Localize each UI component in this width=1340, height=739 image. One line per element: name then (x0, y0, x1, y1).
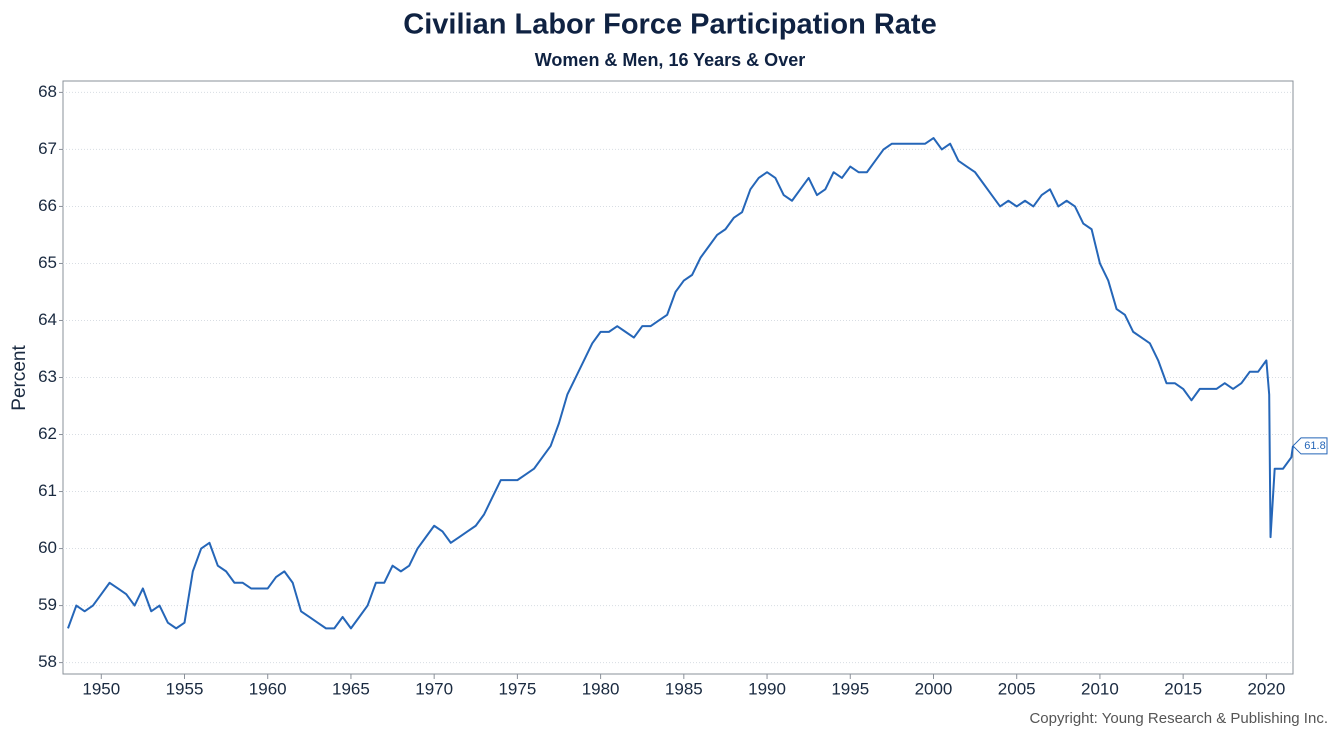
y-tick-label: 68 (38, 82, 57, 101)
x-tick-label: 1955 (166, 679, 204, 698)
x-tick-label: 1990 (748, 679, 786, 698)
copyright: Copyright: Young Research & Publishing I… (1029, 710, 1328, 727)
x-tick-label: 2010 (1081, 679, 1119, 698)
end-label: 61.8 (1304, 440, 1325, 452)
chart-subtitle: Women & Men, 16 Years & Over (535, 50, 805, 70)
x-tick-label: 2020 (1247, 679, 1285, 698)
y-tick-label: 62 (38, 424, 57, 443)
y-tick-label: 64 (38, 310, 57, 329)
data-line (67, 137, 1294, 630)
y-tick-label: 61 (38, 481, 57, 500)
x-tick-label: 1960 (249, 679, 287, 698)
x-tick-label: 1995 (831, 679, 869, 698)
y-tick-label: 63 (38, 367, 57, 386)
chart-title: Civilian Labor Force Participation Rate (403, 9, 936, 41)
x-tick-label: 2000 (915, 679, 953, 698)
y-tick-label: 60 (38, 538, 57, 557)
y-tick-label: 67 (38, 139, 57, 158)
x-tick-label: 1950 (82, 679, 120, 698)
x-tick-label: 1965 (332, 679, 370, 698)
y-tick-label: 65 (38, 253, 57, 272)
x-tick-label: 1980 (582, 679, 620, 698)
x-tick-label: 2005 (998, 679, 1036, 698)
x-tick-label: 1970 (415, 679, 453, 698)
end-label-box (1292, 437, 1328, 455)
y-tick-label: 58 (38, 652, 57, 671)
y-tick-label: 59 (38, 595, 57, 614)
y-axis-label: Percent (9, 345, 30, 411)
y-tick-label: 66 (38, 196, 57, 215)
x-tick-label: 2015 (1164, 679, 1202, 698)
x-tick-label: 1975 (498, 679, 536, 698)
x-tick-label: 1985 (665, 679, 703, 698)
